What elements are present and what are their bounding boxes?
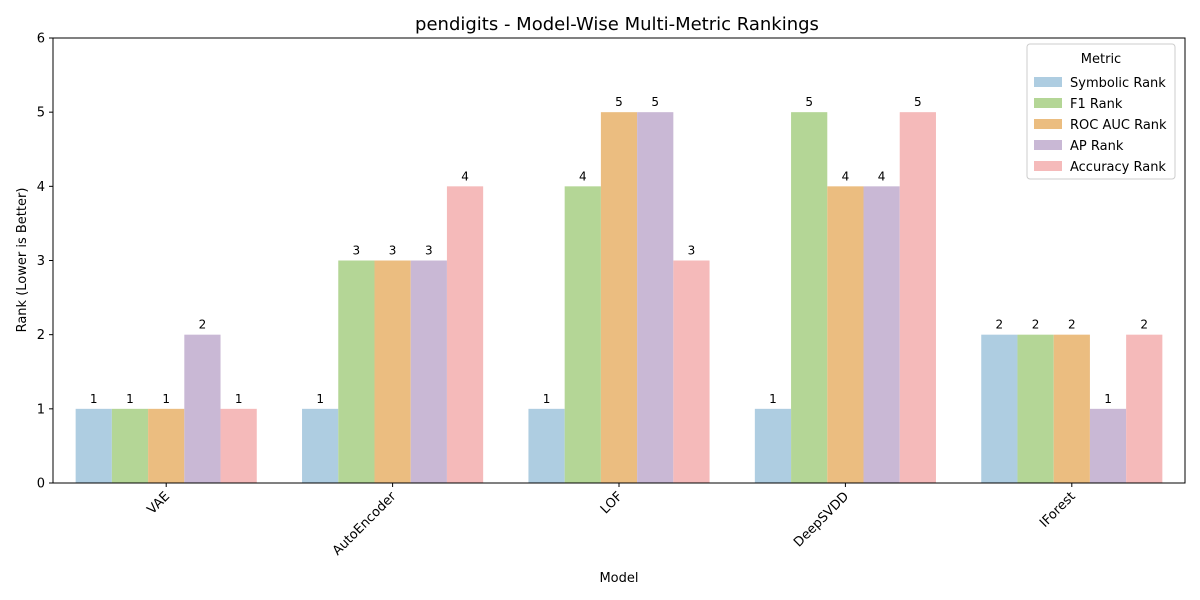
data-label: 3 — [389, 244, 397, 258]
legend-label: Symbolic Rank — [1070, 76, 1166, 91]
data-label: 4 — [878, 169, 886, 183]
data-label: 3 — [425, 244, 433, 258]
bar-ap-rank-lof — [637, 112, 674, 484]
bar-accuracy-rank-lof — [673, 260, 710, 483]
data-label: 1 — [162, 392, 170, 406]
data-label: 1 — [235, 392, 243, 406]
legend-box — [1026, 43, 1176, 180]
data-label: 1 — [543, 392, 551, 406]
bar-accuracy-rank-autoencoder — [446, 186, 484, 484]
x-tick-label: VAE — [145, 489, 173, 517]
bar-symbolic-rank-autoencoder — [302, 408, 339, 483]
bar-roc-auc-rank-deepsvdd — [827, 186, 864, 484]
bar-symbolic-rank-iforest — [981, 334, 1018, 483]
x-axis-title: Model — [599, 571, 638, 586]
bar-ap-rank-autoencoder — [410, 260, 447, 483]
data-label: 2 — [996, 318, 1004, 332]
legend-label: AP Rank — [1070, 139, 1124, 154]
bar-f1-rank-autoencoder — [338, 260, 375, 483]
data-label: 4 — [842, 169, 850, 183]
data-label: 3 — [688, 244, 696, 258]
legend-swatch — [1034, 140, 1062, 150]
bar-roc-auc-rank-vae — [148, 408, 185, 483]
bar-ap-rank-vae — [184, 334, 221, 483]
legend-label: Accuracy Rank — [1070, 160, 1166, 175]
y-tick-label: 0 — [37, 477, 45, 492]
data-label: 1 — [90, 392, 98, 406]
data-label: 2 — [1140, 318, 1148, 332]
bar-roc-auc-rank-lof — [600, 112, 638, 484]
data-label: 2 — [199, 318, 207, 332]
legend-swatch — [1034, 119, 1062, 129]
legend-label: ROC AUC Rank — [1070, 118, 1167, 133]
chart-title: pendigits - Model-Wise Multi-Metric Rank… — [415, 14, 819, 35]
data-labels-group: 1 1 1 2 1 1 3 3 3 4 1 4 5 5 3 1 5 4 4 5 2 2 2 1 2 — [90, 95, 1148, 406]
y-tick-label: 5 — [37, 106, 45, 121]
bar-roc-auc-rank-autoencoder — [374, 260, 411, 483]
legend-swatch — [1034, 161, 1062, 171]
data-label: 5 — [615, 95, 623, 109]
x-tick-label: LOF — [598, 489, 626, 517]
data-label: 1 — [769, 392, 777, 406]
legend-title: Metric — [1081, 52, 1121, 67]
data-label: 5 — [651, 95, 659, 109]
bars-group — [75, 112, 1163, 484]
bar-accuracy-rank-iforest — [1126, 334, 1163, 483]
y-tick-label: 1 — [37, 402, 45, 417]
data-label: 1 — [1104, 392, 1112, 406]
bar-ap-rank-iforest — [1089, 408, 1127, 483]
y-axis-title: Rank (Lower is Better) — [15, 188, 30, 333]
legend-label: F1 Rank — [1070, 97, 1123, 112]
data-label: 3 — [353, 244, 361, 258]
bar-f1-rank-deepsvdd — [791, 112, 828, 484]
x-tick-label: DeepSVDD — [791, 489, 852, 550]
y-tick-label: 3 — [37, 254, 45, 269]
bar-symbolic-rank-lof — [528, 408, 565, 483]
bar-f1-rank-vae — [111, 408, 149, 483]
data-label: 5 — [805, 95, 813, 109]
bar-accuracy-rank-vae — [220, 408, 257, 483]
bar-ap-rank-deepsvdd — [863, 186, 900, 484]
data-label: 2 — [1032, 318, 1040, 332]
x-tick-label: IForest — [1037, 489, 1079, 531]
bar-f1-rank-iforest — [1017, 334, 1054, 483]
data-label: 1 — [316, 392, 324, 406]
y-tick-label: 2 — [37, 328, 45, 343]
bar-accuracy-rank-deepsvdd — [899, 112, 936, 484]
bar-symbolic-rank-vae — [75, 408, 112, 483]
data-label: 1 — [126, 392, 134, 406]
legend-swatch — [1034, 98, 1062, 108]
bar-roc-auc-rank-iforest — [1053, 334, 1090, 483]
bar-symbolic-rank-deepsvdd — [754, 408, 792, 483]
data-label: 4 — [579, 169, 587, 183]
data-label: 4 — [461, 169, 469, 183]
legend: Metric Symbolic Rank F1 Rank ROC AUC Rank AP… — [1026, 43, 1176, 180]
data-label: 2 — [1068, 318, 1076, 332]
y-tick-label: 6 — [37, 32, 45, 47]
y-tick-label: 4 — [37, 180, 45, 195]
x-tick-label: AutoEncoder — [330, 489, 400, 559]
legend-swatch — [1034, 77, 1062, 87]
data-label: 5 — [914, 95, 922, 109]
bar-f1-rank-lof — [564, 186, 601, 484]
